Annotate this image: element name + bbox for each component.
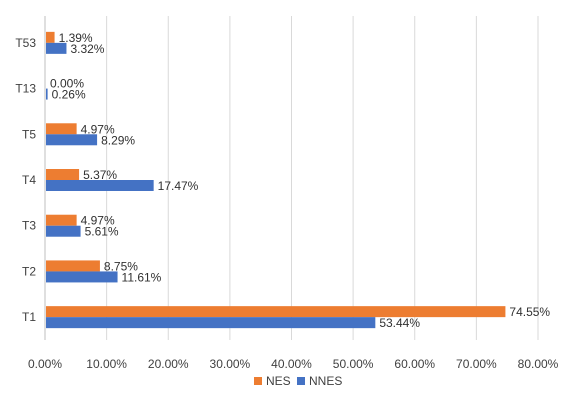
data-label-nnes: 5.61% <box>85 225 119 239</box>
bar-nnes <box>46 42 67 54</box>
data-label-nnes: 3.32% <box>70 42 104 56</box>
data-label-nnes: 53.44% <box>379 316 420 330</box>
bars <box>46 31 506 329</box>
category-label: T1 <box>22 310 36 324</box>
data-label-nes: 1.39% <box>59 31 93 45</box>
bar-nes <box>46 260 100 272</box>
x-tick-label: 10.00% <box>86 357 127 371</box>
data-label-nes: 4.97% <box>81 214 115 228</box>
legend: NES NNES <box>254 374 342 388</box>
category-label: T4 <box>22 173 36 187</box>
bar-nnes <box>46 180 154 191</box>
category-label: T13 <box>15 82 36 96</box>
category-labels: T1 T2 T3 T4 T5 T13 T53 <box>15 36 36 324</box>
bar-nes <box>46 31 55 43</box>
bar-nnes <box>46 317 376 329</box>
bar-nnes <box>46 134 98 146</box>
x-tick-label: 50.00% <box>333 357 374 371</box>
legend-label-nes: NES <box>266 374 291 388</box>
bar-nnes <box>46 271 118 283</box>
legend-swatch-nnes <box>297 377 305 385</box>
x-axis-ticks: 0.00% 10.00% 20.00% 30.00% 40.00% 50.00% 60.00… <box>28 357 559 371</box>
x-tick-label: 30.00% <box>210 357 251 371</box>
bar-nes <box>46 214 77 226</box>
data-label-nnes: 11.61% <box>122 270 162 284</box>
x-tick-label: 60.00% <box>394 357 435 371</box>
bar-nnes <box>46 88 48 100</box>
data-label-nnes: 0.26% <box>52 88 86 102</box>
data-label-nes: 8.75% <box>104 259 138 273</box>
category-label: T2 <box>22 264 36 278</box>
gridlines <box>44 16 539 340</box>
data-labels: 74.55%53.44%8.75%11.61%4.97%5.61%5.37%17… <box>50 31 550 330</box>
data-label-nes: 74.55% <box>509 305 550 319</box>
legend-swatch-nes <box>254 377 262 385</box>
data-label-nnes: 17.47% <box>158 179 199 193</box>
bar-nnes <box>46 225 81 237</box>
bar-nes <box>46 306 506 318</box>
x-tick-label: 80.00% <box>518 357 559 371</box>
x-tick-label: 70.00% <box>456 357 497 371</box>
x-tick-label: 40.00% <box>271 357 312 371</box>
data-label-nnes: 8.29% <box>101 133 135 147</box>
x-tick-label: 0.00% <box>28 357 62 371</box>
category-label: T5 <box>22 127 36 141</box>
bar-nes <box>46 169 80 180</box>
data-label-nes: 4.97% <box>81 122 115 136</box>
data-label-nes: 0.00% <box>50 77 84 91</box>
category-label: T53 <box>15 36 36 50</box>
bar-nes <box>46 123 77 135</box>
legend-label-nnes: NNES <box>309 374 342 388</box>
data-label-nes: 5.37% <box>83 168 117 182</box>
x-tick-label: 20.00% <box>148 357 189 371</box>
category-label: T3 <box>22 219 36 233</box>
